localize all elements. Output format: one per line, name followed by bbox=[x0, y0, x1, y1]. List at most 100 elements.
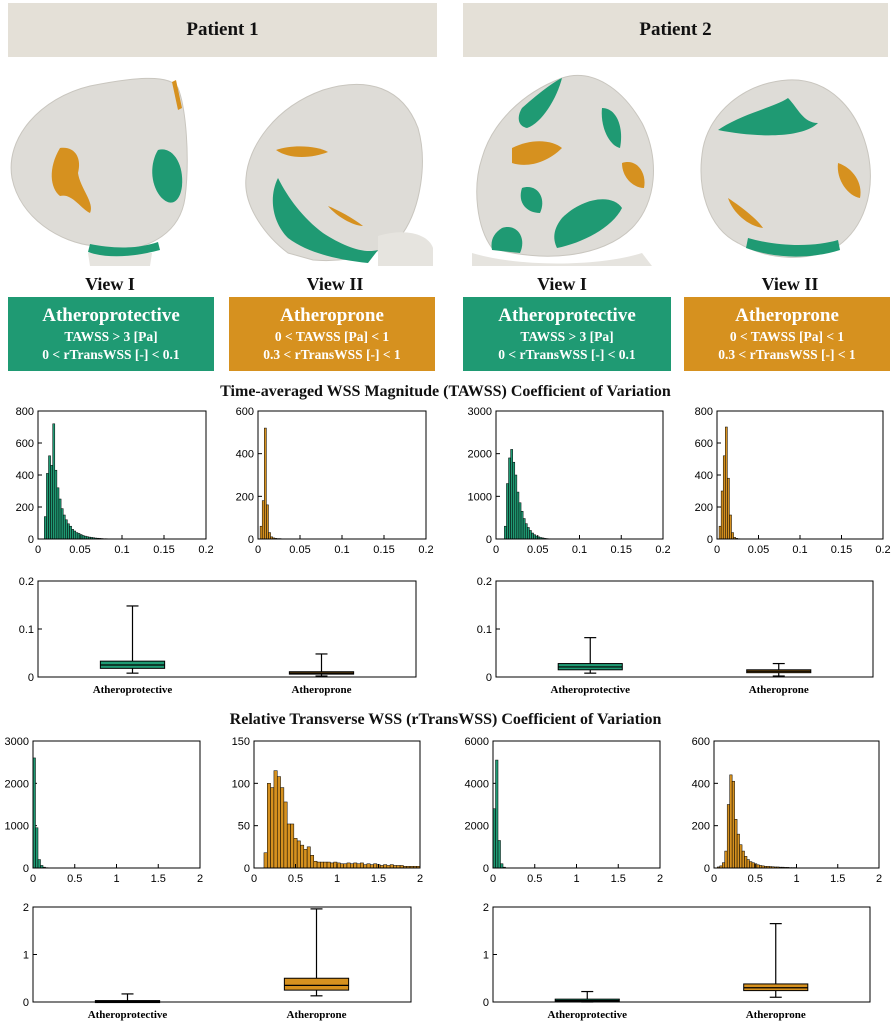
x-tick-label: 2 bbox=[417, 873, 423, 885]
y-tick-label: 2 bbox=[23, 902, 29, 914]
x-tick-label: 0.15 bbox=[373, 544, 394, 556]
y-tick-label: 0 bbox=[248, 534, 254, 546]
aneurysm-render-p1-view2 bbox=[245, 83, 433, 266]
x-tick-label: 1 bbox=[573, 873, 579, 885]
y-tick-label: 4000 bbox=[465, 778, 489, 790]
x-tick-label: 0.15 bbox=[611, 544, 632, 556]
plot-frame bbox=[495, 580, 874, 678]
x-tick-label: 0 bbox=[35, 544, 41, 556]
legend-line-1: TAWSS > 3 [Pa] bbox=[64, 329, 158, 344]
section-title-rtranswss: Relative Transverse WSS (rTransWSS) Coef… bbox=[229, 711, 662, 728]
legend-line-2: 0.3 < rTransWSS [-] < 1 bbox=[718, 347, 856, 362]
y-tick-label: 400 bbox=[236, 449, 254, 461]
x-tick-label: 0.1 bbox=[572, 544, 587, 556]
x-tick-label: 1 bbox=[334, 873, 340, 885]
y-tick-label: 0 bbox=[483, 997, 489, 1009]
y-tick-label: 0.1 bbox=[477, 624, 492, 636]
legend-line-2: 0.3 < rTransWSS [-] < 1 bbox=[263, 347, 401, 362]
y-tick-label: 0 bbox=[23, 997, 29, 1009]
x-tick-label: 0.1 bbox=[334, 544, 349, 556]
y-tick-label: 600 bbox=[695, 438, 713, 450]
y-tick-label: 0 bbox=[244, 863, 250, 875]
x-tick-label: 0.05 bbox=[527, 544, 548, 556]
x-tick-label: 0 bbox=[493, 544, 499, 556]
y-tick-label: 600 bbox=[692, 736, 710, 748]
y-tick-label: 6000 bbox=[465, 736, 489, 748]
x-tick-label: 0.2 bbox=[418, 544, 433, 556]
category-label: Atheroprotective bbox=[88, 1009, 168, 1021]
p1-view1-label: View I bbox=[85, 274, 135, 294]
y-tick-label: 0.2 bbox=[19, 576, 34, 588]
patient-1-title: Patient 1 bbox=[186, 19, 259, 40]
plot-frame bbox=[32, 740, 201, 869]
x-tick-label: 1.5 bbox=[611, 873, 626, 885]
y-tick-label: 2000 bbox=[5, 778, 29, 790]
y-tick-label: 400 bbox=[16, 470, 34, 482]
category-label: Atheroprone bbox=[749, 684, 809, 696]
y-tick-label: 0.2 bbox=[477, 576, 492, 588]
plot-frame bbox=[37, 410, 207, 540]
y-tick-label: 1000 bbox=[468, 491, 492, 503]
x-tick-label: 0.2 bbox=[875, 544, 890, 556]
patient-2-header: Patient 2 bbox=[463, 3, 888, 57]
plot-frame bbox=[492, 740, 661, 869]
category-label: Atheroprone bbox=[286, 1009, 346, 1021]
x-tick-label: 0.15 bbox=[831, 544, 852, 556]
x-tick-label: 0.05 bbox=[748, 544, 769, 556]
y-tick-label: 0.1 bbox=[19, 624, 34, 636]
y-tick-label: 0 bbox=[704, 863, 710, 875]
plot-frame bbox=[716, 410, 884, 540]
x-tick-label: 0.1 bbox=[114, 544, 129, 556]
legend-title: Atheroprotective bbox=[42, 305, 180, 326]
y-tick-label: 2000 bbox=[468, 449, 492, 461]
y-tick-label: 200 bbox=[695, 502, 713, 514]
aneurysm-render-p2-view2 bbox=[700, 79, 871, 258]
y-tick-label: 0 bbox=[28, 672, 34, 684]
x-tick-label: 0.15 bbox=[153, 544, 174, 556]
plot-frame bbox=[257, 410, 427, 540]
aneurysm-render-p1-view1 bbox=[10, 77, 188, 266]
plot-frame bbox=[495, 410, 664, 540]
x-tick-label: 0.1 bbox=[792, 544, 807, 556]
x-tick-label: 1 bbox=[113, 873, 119, 885]
y-tick-label: 1000 bbox=[5, 821, 29, 833]
x-tick-label: 0.5 bbox=[67, 873, 82, 885]
x-tick-label: 0 bbox=[30, 873, 36, 885]
legend-atheroprotective-p1: Atheroprotective TAWSS > 3 [Pa] 0 < rTra… bbox=[8, 297, 214, 371]
x-tick-label: 0.05 bbox=[289, 544, 310, 556]
box-iqr bbox=[283, 977, 350, 991]
y-tick-label: 200 bbox=[16, 502, 34, 514]
p2-view2-label: View II bbox=[761, 274, 819, 294]
x-tick-label: 0 bbox=[255, 544, 261, 556]
x-tick-label: 1.5 bbox=[371, 873, 386, 885]
legend-line-2: 0 < rTransWSS [-] < 0.1 bbox=[42, 347, 180, 362]
legend-atheroprone-p2: Atheroprone 0 < TAWSS [Pa] < 1 0.3 < rTr… bbox=[684, 297, 890, 371]
legend-title: Atheroprone bbox=[280, 305, 384, 326]
category-label: Atheroprone bbox=[746, 1009, 806, 1021]
category-label: Atheroprotective bbox=[547, 1009, 627, 1021]
y-tick-label: 600 bbox=[236, 406, 254, 418]
y-tick-label: 150 bbox=[232, 736, 250, 748]
x-tick-label: 1.5 bbox=[151, 873, 166, 885]
y-tick-label: 0 bbox=[486, 672, 492, 684]
category-label: Atheroprotective bbox=[550, 684, 630, 696]
x-tick-label: 1 bbox=[793, 873, 799, 885]
x-tick-label: 0.5 bbox=[288, 873, 303, 885]
plot-frame bbox=[37, 580, 417, 678]
x-tick-label: 0.5 bbox=[748, 873, 763, 885]
y-tick-label: 3000 bbox=[468, 406, 492, 418]
y-tick-label: 400 bbox=[692, 778, 710, 790]
legend-atheroprotective-p2: Atheroprotective TAWSS > 3 [Pa] 0 < rTra… bbox=[463, 297, 671, 371]
x-tick-label: 0 bbox=[711, 873, 717, 885]
y-tick-label: 800 bbox=[16, 406, 34, 418]
